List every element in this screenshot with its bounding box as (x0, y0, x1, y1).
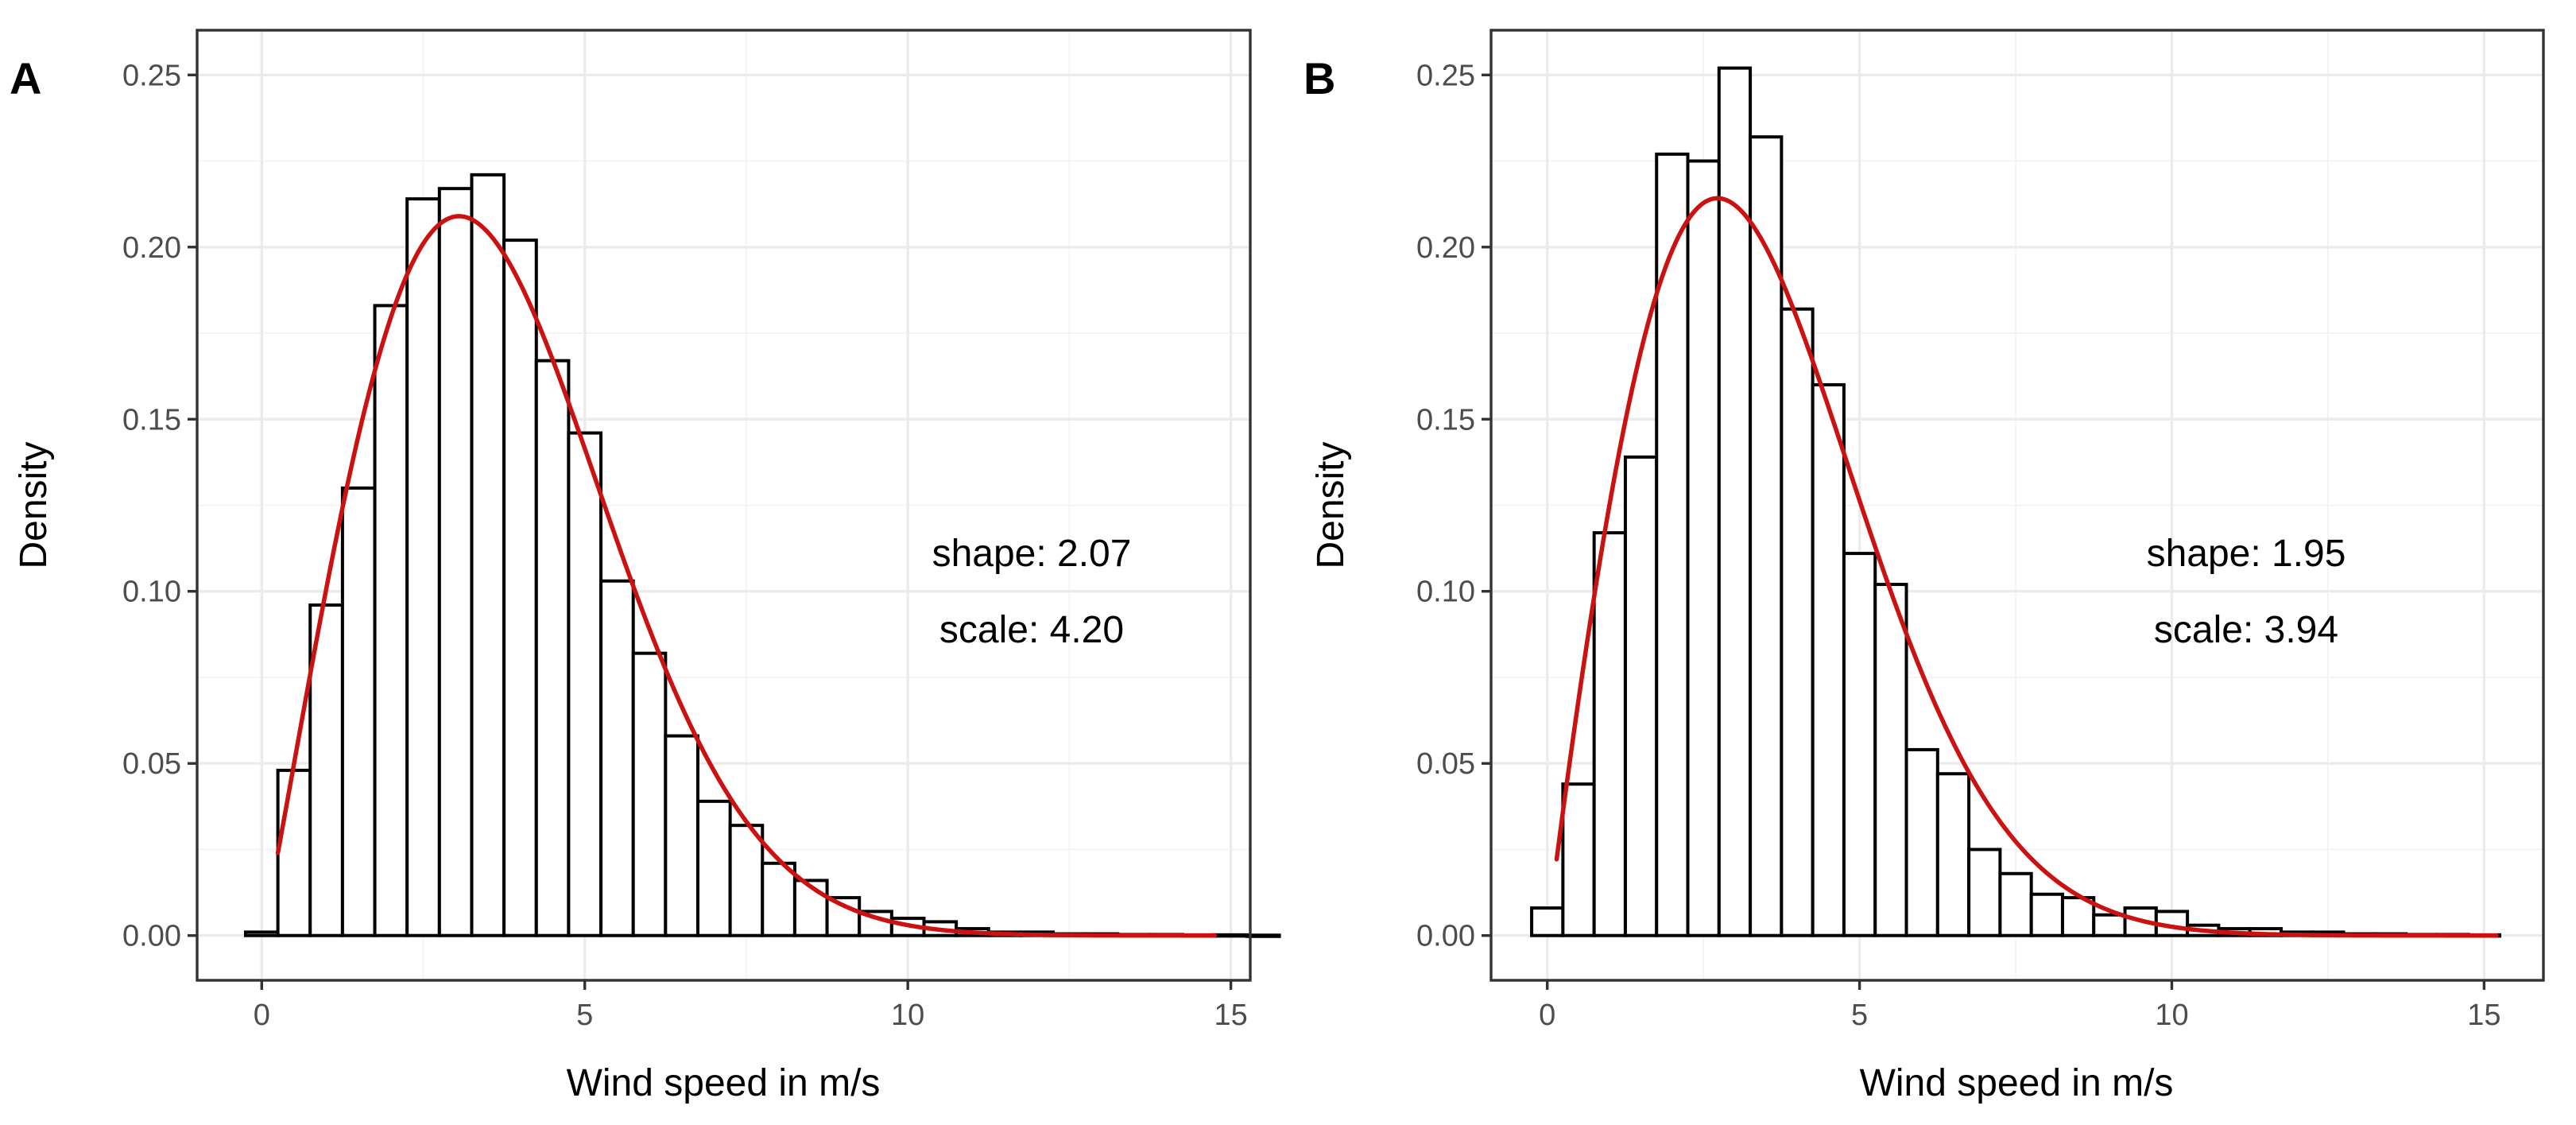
histogram-bar (470, 173, 506, 937)
x-tick-label: 5 (1851, 999, 1868, 1032)
y-tick-label: 0.15 (122, 403, 181, 436)
x-tick-label: 15 (1214, 999, 1247, 1032)
histogram-bar (1623, 455, 1659, 937)
histogram-bar (1530, 906, 1565, 937)
y-tick-label: 0.20 (1416, 231, 1475, 265)
histogram-bar (1811, 382, 1846, 937)
y-tick-label: 0.10 (122, 576, 181, 609)
y-tick-label: 0.00 (1416, 920, 1475, 953)
y-axis-title: Density (13, 441, 55, 568)
panel-a: 0.00 0.05 0.10 0.15 0.20 0.25 0 5 10 15 Wind speed… (10, 29, 1281, 1104)
y-tick-label: 0.25 (1416, 59, 1475, 92)
histogram-bar (437, 187, 474, 937)
x-tick-label: 10 (2155, 999, 2188, 1032)
x-tick-label: 5 (576, 999, 593, 1032)
shape-annotation: shape: 1.95 (2147, 533, 2346, 575)
shape-annotation: shape: 2.07 (932, 533, 1132, 575)
histogram-bar (792, 879, 829, 937)
panel-tag: B (1303, 53, 1335, 103)
histogram-bar (599, 579, 635, 937)
histogram-bar (502, 239, 538, 937)
histogram-bar (1749, 135, 1784, 937)
histogram-bar (405, 197, 441, 937)
weibull-fit-curve (1554, 196, 2499, 938)
x-axis-title: Wind speed in m/s (1860, 1062, 2174, 1104)
y-tick-label: 0.15 (1416, 403, 1475, 436)
histogram-bar (1245, 933, 1281, 938)
y-tick-label: 0.05 (122, 747, 181, 781)
histogram-bar (567, 431, 603, 937)
histogram-bar (243, 930, 280, 937)
histogram-bar (1842, 552, 1877, 937)
histogram-bar (1592, 531, 1627, 937)
x-axis-title: Wind speed in m/s (567, 1062, 881, 1104)
weibull-fit-curve (275, 214, 1218, 938)
histogram-bar (534, 359, 571, 937)
histogram-bar (2029, 892, 2064, 937)
y-axis-title: Density (1310, 441, 1352, 568)
panel-b: 0.00 0.05 0.10 0.15 0.20 0.25 0 5 10 15 Wind speed… (1303, 29, 2545, 1104)
histogram-bar (664, 734, 699, 937)
histogram-bar (728, 824, 765, 937)
x-tick-label: 15 (2467, 999, 2500, 1032)
histogram-bar (1873, 583, 1908, 937)
panel-border (1489, 29, 2545, 982)
x-tick-label: 0 (254, 999, 270, 1032)
histogram-bar (276, 768, 312, 937)
histogram-bar (340, 486, 377, 937)
histogram-bar (761, 861, 796, 937)
histogram-bar (631, 651, 668, 937)
histogram-bar (373, 304, 409, 937)
histogram-bar (1904, 747, 1939, 937)
y-tick-label: 0.00 (122, 920, 181, 953)
histogram-bar (1967, 848, 2002, 937)
histogram-bar (1686, 159, 1721, 937)
y-tick-label: 0.05 (1416, 747, 1475, 781)
histogram-bar (1561, 782, 1596, 937)
histogram-bar (1935, 772, 1971, 937)
histogram-bar (695, 799, 732, 937)
histogram-bar (1998, 871, 2033, 937)
y-tick-label: 0.10 (1416, 576, 1475, 609)
scale-annotation: scale: 4.20 (939, 609, 1124, 651)
panel-border (196, 29, 1252, 982)
x-tick-label: 0 (1539, 999, 1555, 1032)
y-tick-label: 0.20 (122, 231, 181, 265)
histogram-bar (1213, 933, 1249, 938)
y-tick-label: 0.25 (122, 59, 181, 92)
x-tick-label: 10 (891, 999, 924, 1032)
panel-tag: A (10, 53, 41, 103)
histogram-bar (1655, 152, 1690, 937)
scale-annotation: scale: 3.94 (2154, 609, 2338, 651)
histogram-bar (1780, 307, 1815, 937)
histogram-bar (2092, 913, 2127, 937)
